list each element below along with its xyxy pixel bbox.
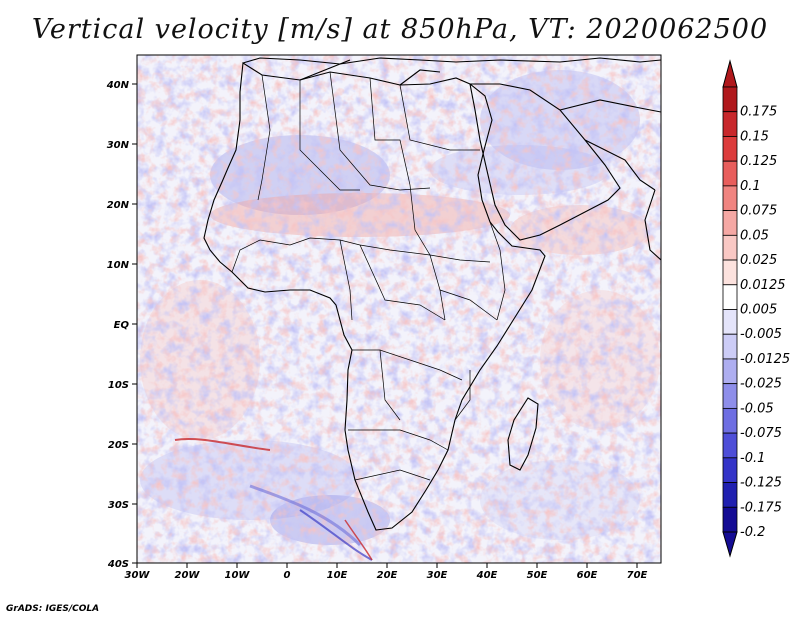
colorbar-swatch [722,111,738,137]
colorbar-label: -0.0125 [740,352,790,367]
lat-label: 20S [108,440,129,451]
colorbar-min-arrow [722,531,738,558]
colorbar-label: 0.125 [740,154,777,169]
colorbar-swatch [722,284,738,310]
colorbar-max-arrow [722,59,738,88]
colorbar-swatch [722,210,738,236]
colorbar-swatch [722,160,738,187]
colorbar-swatch [722,407,738,434]
colorbar-swatch [722,432,738,459]
credit-text: GrADS: IGES/COLA [6,604,100,614]
colorbar-swatch [722,136,738,162]
colorbar-swatch [722,358,738,385]
colorbar-label: 0.15 [740,129,769,144]
lon-label: 50E [527,570,548,581]
colorbar-swatch [722,383,738,409]
lat-label: 40S [107,559,129,570]
lon-label: 70E [627,570,648,581]
colorbar-label: -0.175 [740,500,782,515]
lon-label: 60E [577,570,598,581]
colorbar-label: -0.05 [740,401,774,416]
colorbar-swatch [722,185,738,212]
map-title: Vertical velocity [m/s] at 850hPa, VT: 2… [31,14,769,45]
colorbar-swatch [722,457,738,483]
lat-axis: 40N 30N 20N 10N EQ 10S 20S 30S 40S [106,80,137,570]
lon-label: 20E [377,570,398,581]
colorbar: 0.175 0.15 0.125 0.1 0.075 0.05 0.025 0.0125 0.0… [722,59,790,558]
lon-label: 40E [476,570,498,581]
plot-frame [136,54,662,564]
lon-label: 30E [427,570,448,581]
colorbar-swatch [722,234,738,261]
colorbar-label: 0.005 [740,303,777,318]
country-borders [231,71,506,481]
lon-label: 30W [125,570,151,581]
lon-label: 10E [327,570,348,581]
colorbar-label: -0.025 [740,377,782,392]
coastlines [203,57,661,531]
lon-label: 0 [284,570,291,581]
lat-label: 40N [106,80,130,91]
colorbar-label: 0.025 [740,253,777,268]
lat-label: 10N [107,260,130,271]
colorbar-label: -0.075 [740,426,782,441]
lon-axis: 30W 20W 10W 0 10E 20E 30E 40E 50E 60E 70… [125,563,648,581]
colorbar-label: -0.1 [740,451,765,466]
colorbar-label: 0.0125 [740,278,786,293]
colorbar-swatch [722,86,738,113]
lat-label: 30N [107,140,130,151]
colorbar-label: 0.05 [740,228,769,243]
colorbar-label: -0.2 [740,525,765,540]
lat-label: 10S [108,380,129,391]
colorbar-swatch [722,309,738,335]
lon-label: 10W [225,570,251,581]
lon-label: 20W [175,570,201,581]
velocity-field [137,55,661,563]
lat-label: 30S [108,500,129,511]
colorbar-label: -0.125 [740,476,782,491]
colorbar-swatch [722,482,738,508]
lat-label: 20N [107,200,130,211]
colorbar-label: 0.075 [740,204,777,219]
colorbar-label: -0.005 [740,327,782,342]
colorbar-label: 0.1 [740,179,761,194]
colorbar-label: 0.175 [740,105,777,120]
colorbar-swatch [722,506,738,533]
lat-label: EQ [114,320,130,331]
colorbar-swatch [722,333,738,360]
colorbar-swatch [722,259,738,286]
